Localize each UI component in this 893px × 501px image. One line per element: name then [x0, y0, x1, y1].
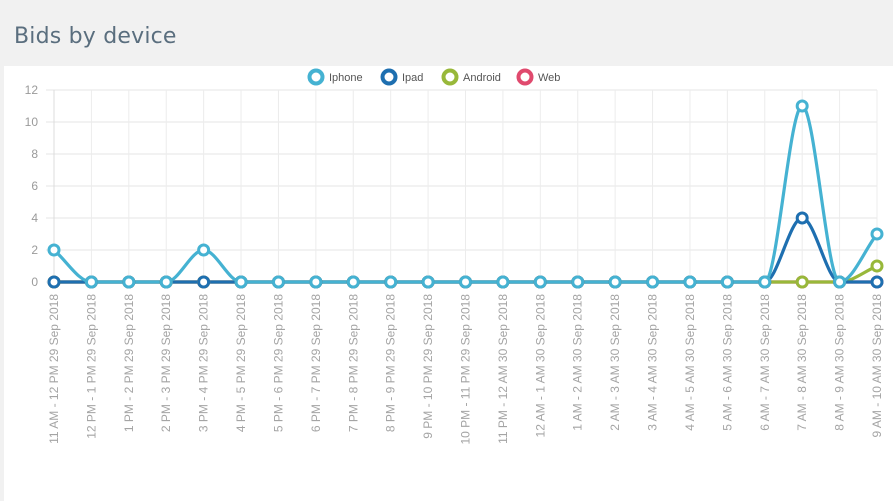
data-point-iphone[interactable]: [459, 275, 472, 289]
x-tick-label: 11 AM - 12 PM 29 Sep 2018: [47, 294, 61, 444]
legend-marker-iphone[interactable]: [307, 68, 325, 86]
data-point-iphone[interactable]: [197, 243, 211, 257]
legend-marker-android[interactable]: [441, 68, 459, 86]
x-tick-label: 3 AM - 4 AM 30 Sep 2018: [646, 294, 660, 431]
y-tick-label: 8: [31, 147, 38, 161]
y-tick-label: 4: [31, 211, 38, 225]
x-tick-label: 7 AM - 8 AM 30 Sep 2018: [795, 294, 809, 431]
x-tick-label: 1 AM - 2 AM 30 Sep 2018: [571, 294, 585, 431]
data-point-iphone[interactable]: [870, 227, 884, 241]
data-point-iphone[interactable]: [384, 275, 398, 289]
data-point-iphone[interactable]: [122, 275, 136, 289]
y-tick-label: 0: [31, 275, 38, 289]
x-tick-label: 8 PM - 9 PM 29 Sep 2018: [384, 294, 398, 432]
x-tick-label: 5 AM - 6 AM 30 Sep 2018: [720, 294, 734, 431]
data-point-iphone[interactable]: [159, 275, 173, 289]
x-tick-label: 6 AM - 7 AM 30 Sep 2018: [758, 294, 772, 431]
data-point-iphone[interactable]: [234, 275, 248, 289]
data-point-android[interactable]: [795, 275, 809, 289]
legend-label-android[interactable]: Android: [463, 72, 501, 84]
x-tick-label: 7 PM - 8 PM 29 Sep 2018: [346, 294, 360, 432]
data-point-ipad[interactable]: [870, 275, 884, 289]
legend-label-iphone[interactable]: Iphone: [329, 72, 363, 84]
line-chart: 0 2 4 6 8 10 12 11 AM - 12 PM 29 Sep 2018 12 PM …: [25, 68, 884, 445]
x-tick-label: 12 PM - 1 PM 29 Sep 2018: [84, 294, 98, 439]
x-tick-label: 3 PM - 4 PM 29 Sep 2018: [197, 294, 211, 432]
data-point-iphone[interactable]: [309, 275, 323, 289]
y-tick-label: 2: [31, 243, 38, 257]
data-point-iphone[interactable]: [496, 275, 510, 289]
y-tick-label: 6: [31, 179, 38, 193]
data-point-ipad[interactable]: [47, 275, 61, 289]
y-tick-label: 12: [25, 83, 39, 97]
data-point-iphone[interactable]: [47, 243, 61, 257]
legend-marker-ipad[interactable]: [380, 68, 398, 86]
x-tick-label: 1 PM - 2 PM 29 Sep 2018: [122, 294, 136, 432]
legend-marker-web[interactable]: [516, 68, 534, 86]
data-point-iphone[interactable]: [683, 275, 697, 289]
x-tick-label: 8 AM - 9 AM 30 Sep 2018: [833, 294, 847, 431]
x-tick-label: 4 AM - 5 AM 30 Sep 2018: [683, 294, 697, 431]
x-tick-label: 2 AM - 3 AM 30 Sep 2018: [608, 294, 622, 431]
legend-label-web[interactable]: Web: [538, 72, 560, 84]
data-point-iphone[interactable]: [84, 275, 98, 289]
data-point-iphone[interactable]: [346, 275, 360, 289]
data-point-iphone[interactable]: [795, 99, 809, 113]
page-title: Bids by device: [14, 24, 177, 49]
data-point-iphone[interactable]: [571, 275, 585, 289]
x-tick-label: 9 PM - 10 PM 29 Sep 2018: [421, 294, 435, 439]
x-tick-label: 2 PM - 3 PM 29 Sep 2018: [159, 294, 173, 432]
x-tick-label: 12 AM - 1 AM 30 Sep 2018: [533, 294, 547, 438]
legend-label-ipad[interactable]: Ipad: [402, 72, 423, 84]
data-point-iphone[interactable]: [421, 275, 435, 289]
data-point-iphone[interactable]: [833, 275, 847, 289]
x-tick-label: 11 PM - 12 AM 30 Sep 2018: [496, 294, 510, 444]
x-tick-label: 9 AM - 10 AM 30 Sep 2018: [870, 294, 884, 438]
x-tick-label: 6 PM - 7 PM 29 Sep 2018: [309, 294, 323, 432]
data-point-iphone[interactable]: [271, 275, 285, 289]
x-tick-label: 4 PM - 5 PM 29 Sep 2018: [234, 294, 248, 432]
x-tick-label: 10 PM - 11 PM 29 Sep 2018: [459, 294, 473, 445]
data-point-iphone[interactable]: [533, 275, 547, 289]
data-point-android[interactable]: [870, 259, 884, 273]
x-tick-label: 5 PM - 6 PM 29 Sep 2018: [271, 294, 285, 432]
chart-panel: 0 2 4 6 8 10 12 11 AM - 12 PM 29 Sep 2018 12 PM …: [4, 66, 893, 501]
data-point-ipad[interactable]: [197, 275, 211, 289]
data-point-iphone[interactable]: [720, 275, 734, 289]
data-point-iphone[interactable]: [758, 275, 772, 289]
data-point-iphone[interactable]: [608, 275, 622, 289]
data-point-iphone[interactable]: [646, 275, 660, 289]
y-tick-label: 10: [25, 115, 39, 129]
data-point-ipad[interactable]: [795, 211, 809, 225]
